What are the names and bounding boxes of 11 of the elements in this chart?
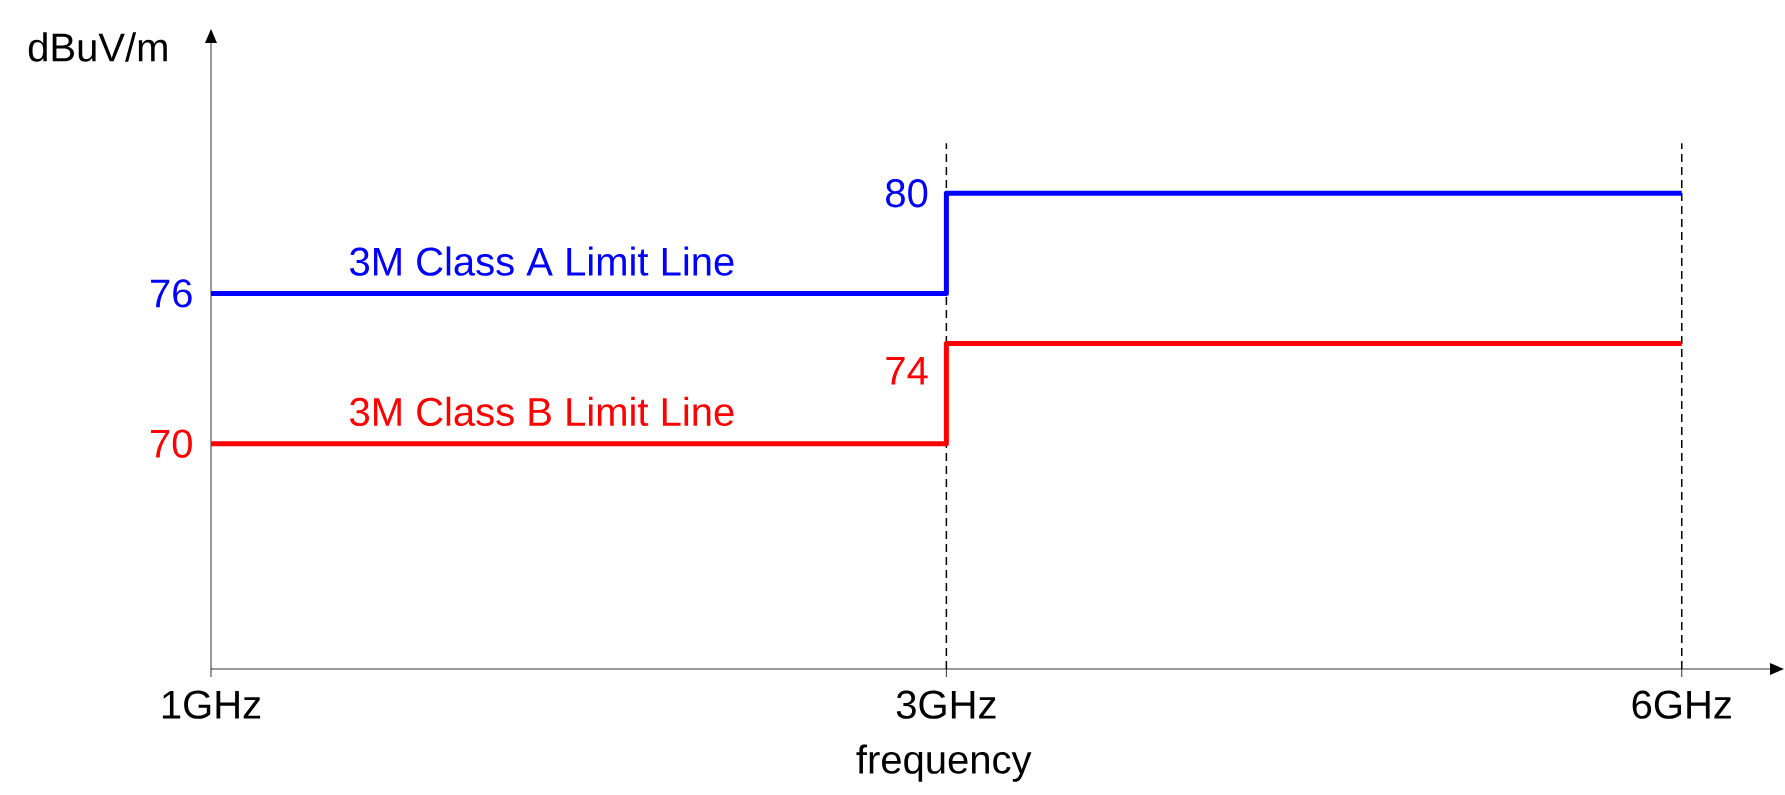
x-axis-title: frequency — [856, 744, 1032, 782]
series-label: 3M Class A Limit Line — [350, 246, 734, 276]
x-tick-label: 1GHz — [162, 690, 261, 719]
data-label: 74 — [886, 357, 928, 385]
x-tick-label: 3GHz — [896, 690, 996, 719]
x-tick-label: 6GHz — [1632, 690, 1731, 719]
y-axis-title: dBuV/m — [28, 32, 167, 62]
data-label: 80 — [886, 179, 928, 208]
data-label: 70 — [151, 429, 192, 458]
data-label: 76 — [151, 279, 192, 308]
series-label: 3M Class B Limit Line — [350, 396, 734, 427]
